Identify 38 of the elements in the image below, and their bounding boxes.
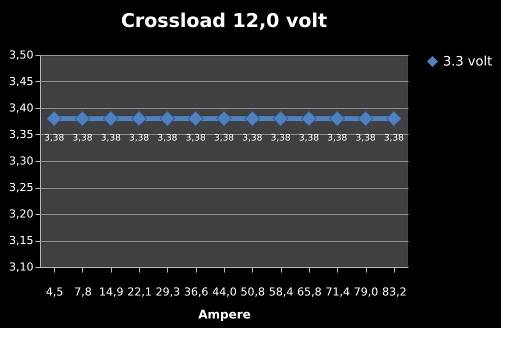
x-tick-label: 58,4 — [268, 286, 294, 298]
y-tick-label: 3,50 — [9, 48, 34, 62]
legend-label: 3.3 volt — [443, 54, 492, 70]
x-axis-title: Ampere — [198, 308, 251, 322]
x-tick-label: 29,3 — [156, 286, 180, 298]
x-tick-label: 14,9 — [99, 286, 124, 298]
data-label: 3,38 — [214, 134, 234, 144]
y-tick-label: 3,35 — [9, 128, 34, 141]
x-tick-label: 44,0 — [212, 286, 237, 298]
data-label: 3,38 — [100, 134, 122, 144]
x-tick-label: 79,0 — [354, 286, 378, 298]
y-tick-label: 3,20 — [9, 208, 34, 220]
x-tick-label: 65,8 — [297, 286, 322, 298]
x-tick-label: 71,4 — [325, 286, 350, 298]
data-label: 3,38 — [186, 134, 206, 144]
data-label: 3,38 — [44, 134, 64, 144]
x-tick-label: 7,8 — [74, 286, 92, 298]
y-tick-label: 3,45 — [9, 75, 34, 88]
chart-title: Crossload 12,0 volt — [120, 10, 328, 32]
data-label: 3,38 — [129, 134, 150, 144]
data-label: 3,38 — [157, 134, 178, 144]
data-label: 3,38 — [270, 134, 291, 144]
data-label: 3,38 — [242, 134, 263, 144]
y-tick-label: 3,25 — [9, 181, 34, 194]
y-tick-label: 3,10 — [9, 260, 34, 274]
data-label: 3,38 — [72, 134, 93, 144]
y-tick-label: 3,15 — [9, 234, 34, 247]
data-label: 3,38 — [298, 134, 320, 144]
y-tick-label: 3,30 — [9, 154, 34, 168]
y-tick-label: 3,40 — [9, 102, 34, 114]
x-tick-label: 4,5 — [46, 286, 64, 298]
x-tick-label: 83,2 — [382, 286, 407, 298]
data-label: 3,38 — [327, 134, 348, 144]
data-label: 3,38 — [356, 134, 376, 144]
x-tick-label: 36,6 — [184, 286, 208, 298]
data-label: 3,38 — [384, 134, 404, 144]
x-tick-label: 50,8 — [240, 286, 266, 298]
x-tick-label: 22,1 — [127, 286, 152, 298]
